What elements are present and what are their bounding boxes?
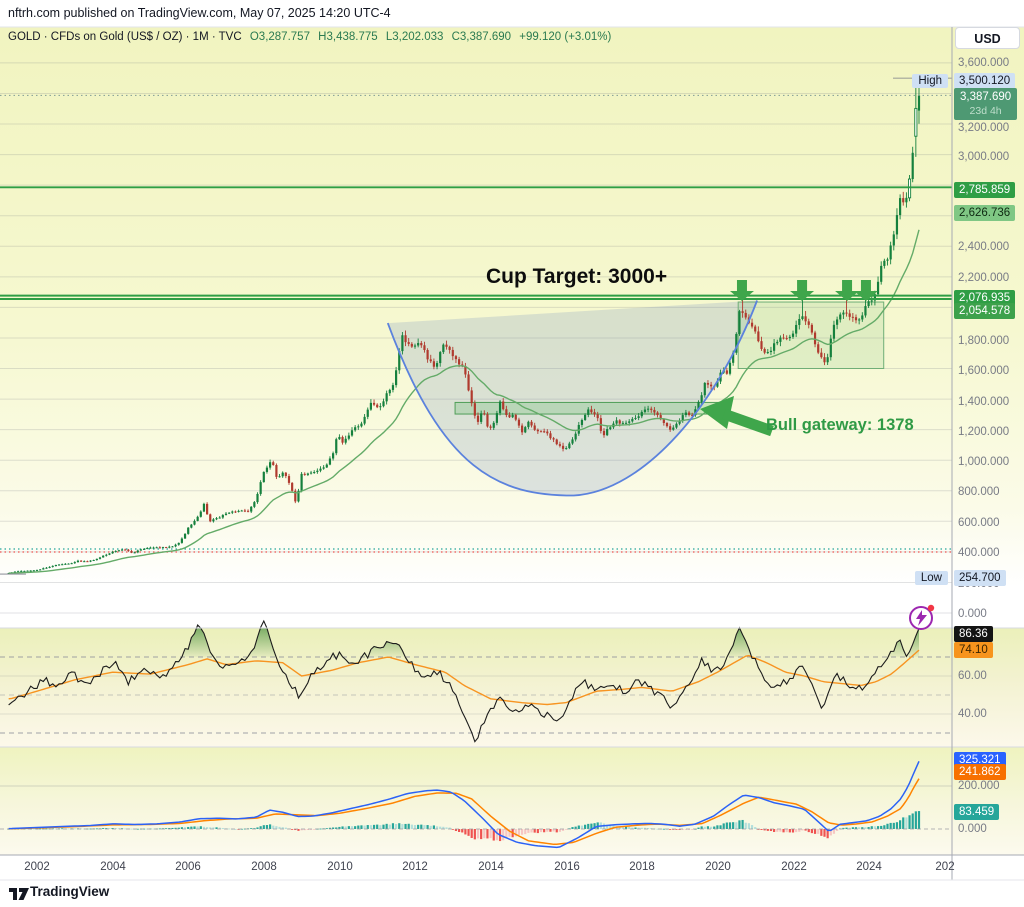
- time-tick-label: 2004: [100, 861, 126, 873]
- level-label-2076: 2,076.935: [954, 290, 1016, 306]
- ohlc-open: O3,287.757: [249, 31, 310, 43]
- ohlc-close: C3,387.690: [451, 31, 512, 43]
- axis-tick-label: 1,400.000: [958, 396, 1010, 408]
- time-tick-label: 202: [935, 861, 955, 873]
- last-price-value: 3,387.690: [960, 91, 1012, 103]
- axis-tick-label: 3,600.000: [958, 57, 1010, 69]
- time-tick-label: 2002: [24, 861, 50, 873]
- axis-tick-label: 3,000.000: [958, 151, 1010, 163]
- level-label-2054: 2,054.578: [954, 303, 1016, 319]
- axis-tick-label: 400.000: [958, 547, 1000, 559]
- axis-tick-label: 200.000: [958, 780, 1000, 792]
- rsi-ma-label: 74.10: [954, 642, 993, 658]
- axis-tick-label: 0.000: [958, 823, 987, 835]
- time-tick-label: 2012: [402, 861, 428, 873]
- high-tag: High: [912, 74, 948, 88]
- footer-brand[interactable]: TradingView: [30, 884, 110, 899]
- publisher-bar: nftrh.com published on TradingView.com, …: [8, 6, 391, 20]
- time-tick-label: 2024: [856, 861, 882, 873]
- high-price-label: 3,500.120: [954, 73, 1016, 89]
- axis-tick-label: 2,200.000: [958, 272, 1010, 284]
- ohlc-low: L3,202.033: [385, 31, 444, 43]
- axis-tick-label: 800.000: [958, 486, 1000, 498]
- axis-tick-label: 40.00: [958, 708, 987, 720]
- time-tick-label: 2008: [251, 861, 277, 873]
- time-tick-label: 2010: [327, 861, 353, 873]
- axis-tick-label: 0.000: [958, 608, 987, 620]
- time-tick-label: 2022: [781, 861, 807, 873]
- tradingview-logo-icon[interactable]: [8, 885, 32, 903]
- ohlc-change: +99.120 (+3.01%): [519, 31, 612, 43]
- axis-tick-label: 2,400.000: [958, 241, 1010, 253]
- axis-tick-label: 1,600.000: [958, 365, 1010, 377]
- ema-value-label: 2,626.736: [954, 205, 1016, 221]
- time-tick-label: 2006: [175, 861, 201, 873]
- last-price-label: 3,387.690 23d 4h: [954, 88, 1018, 120]
- axis-tick-label: 1,200.000: [958, 426, 1010, 438]
- time-tick-label: 2016: [554, 861, 580, 873]
- annotation-cup-target: Cup Target: 3000+: [486, 265, 668, 288]
- axis-tick-label: 60.00: [958, 670, 987, 682]
- axis-tick-label: 600.000: [958, 517, 1000, 529]
- axis-tick-label: 3,200.000: [958, 122, 1010, 134]
- axis-tick-label: 1,000.000: [958, 456, 1010, 468]
- macd-hist-label: 83.459: [954, 804, 1000, 820]
- level-label-2785: 2,785.859: [954, 182, 1016, 198]
- rsi-value-label: 86.36: [954, 626, 993, 642]
- time-tick-label: 2014: [478, 861, 504, 873]
- symbol-info[interactable]: GOLD · CFDs on Gold (US$ / OZ) · 1M · TV…: [8, 31, 611, 43]
- symbol-title: GOLD · CFDs on Gold (US$ / OZ) · 1M · TV…: [8, 31, 242, 43]
- bar-countdown: 23d 4h: [969, 105, 1002, 117]
- currency-button[interactable]: USD: [955, 27, 1020, 49]
- low-tag: Low: [914, 571, 948, 585]
- annotation-bull-gateway: Bull gateway: 1378: [766, 416, 914, 434]
- time-tick-label: 2020: [705, 861, 731, 873]
- macd-signal-label: 241.862: [954, 764, 1006, 780]
- lightning-alert-icon[interactable]: [905, 601, 939, 633]
- axis-tick-label: 1,800.000: [958, 335, 1010, 347]
- low-price-label: 254.700: [954, 570, 1006, 586]
- ohlc-high: H3,438.775: [318, 31, 378, 43]
- time-tick-label: 2018: [629, 861, 655, 873]
